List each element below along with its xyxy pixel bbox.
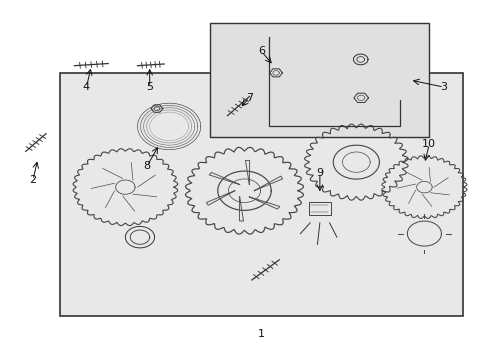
Text: 7: 7 bbox=[245, 93, 252, 103]
Text: 9: 9 bbox=[316, 168, 323, 178]
Text: 2: 2 bbox=[29, 175, 37, 185]
Text: 5: 5 bbox=[146, 82, 153, 92]
Text: 1: 1 bbox=[258, 329, 264, 339]
Bar bbox=[210, 23, 428, 137]
Text: 3: 3 bbox=[440, 82, 447, 92]
Text: 4: 4 bbox=[83, 82, 90, 92]
Text: 10: 10 bbox=[422, 139, 435, 149]
Text: 6: 6 bbox=[258, 46, 264, 57]
Bar bbox=[308, 202, 330, 215]
Text: 8: 8 bbox=[143, 161, 150, 171]
Bar bbox=[60, 73, 462, 316]
